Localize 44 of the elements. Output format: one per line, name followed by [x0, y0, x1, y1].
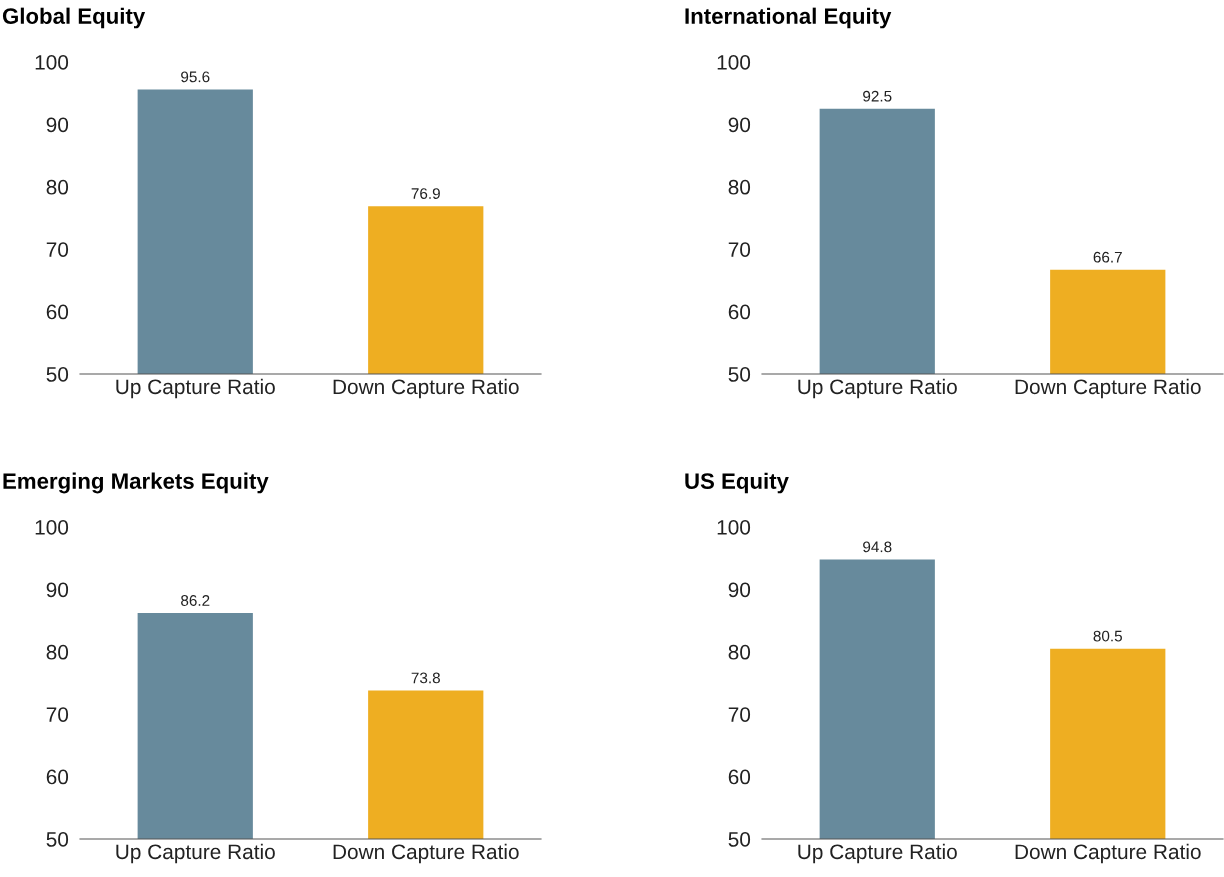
y-tick-label: 50	[728, 832, 751, 847]
data-label: 92.5	[863, 90, 892, 102]
data-label: 95.6	[181, 71, 210, 83]
y-tick-label: 80	[46, 644, 69, 660]
y-tick-label: 100	[35, 520, 69, 535]
y-tick-label: 100	[35, 55, 69, 70]
y-tick-label: 70	[728, 707, 751, 722]
chart-title: US Equity	[685, 472, 789, 494]
x-tick-label: Down Capture Ratio	[1015, 378, 1201, 399]
data-label: 73.8	[411, 672, 440, 684]
x-tick-label: Up Capture Ratio	[116, 378, 275, 399]
y-tick-label: 50	[46, 367, 69, 382]
y-tick-label: 60	[46, 769, 69, 785]
y-tick-label: 90	[728, 117, 751, 133]
data-label: 94.8	[863, 541, 892, 553]
data-label: 86.2	[181, 595, 210, 606]
chart-title: Emerging Markets Equity	[3, 472, 269, 494]
x-tick-label: Down Capture Ratio	[333, 843, 519, 864]
y-tick-label: 100	[717, 520, 751, 535]
y-tick-label: 80	[728, 179, 751, 195]
y-tick-label: 50	[46, 832, 69, 847]
data-label: 76.9	[411, 188, 440, 199]
x-tick-label: Up Capture Ratio	[116, 843, 275, 864]
x-tick-label: Down Capture Ratio	[333, 378, 519, 399]
y-tick-label: 80	[46, 179, 69, 195]
y-tick-label: 80	[728, 644, 751, 660]
data-label: 66.7	[1093, 251, 1122, 263]
y-tick-label: 90	[46, 582, 69, 598]
y-tick-label: 100	[717, 55, 751, 70]
y-tick-label: 70	[46, 242, 69, 257]
x-tick-label: Up Capture Ratio	[798, 843, 957, 864]
y-tick-label: 70	[46, 707, 69, 722]
x-tick-label: Down Capture Ratio	[1015, 843, 1201, 864]
y-tick-label: 50	[728, 367, 751, 382]
y-tick-label: 60	[728, 304, 751, 320]
y-tick-label: 60	[46, 304, 69, 320]
y-tick-label: 90	[728, 582, 751, 598]
chart-title: Global Equity	[2, 7, 146, 29]
x-tick-label: Up Capture Ratio	[798, 378, 957, 399]
y-tick-label: 60	[728, 769, 751, 785]
y-tick-label: 90	[46, 117, 69, 133]
chart-title: International Equity	[685, 7, 892, 29]
y-tick-label: 70	[728, 242, 751, 257]
data-label: 80.5	[1093, 630, 1122, 642]
